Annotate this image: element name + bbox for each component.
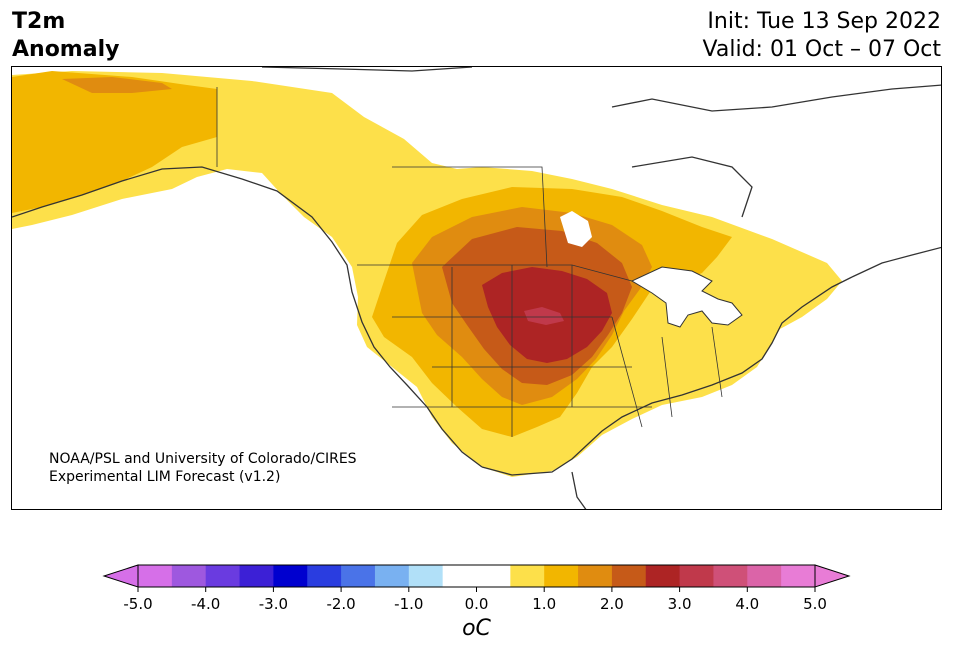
colorbar-segment xyxy=(611,565,647,587)
colorbar-tick-label: -1.0 xyxy=(394,595,423,613)
colorbar-segment xyxy=(442,565,477,587)
central-crimson-contour xyxy=(524,307,564,325)
great-lakes xyxy=(630,266,743,328)
colorbar-segment xyxy=(544,565,579,587)
init-date: Init: Tue 13 Sep 2022 xyxy=(707,9,941,34)
colorbar-tick-label: 2.0 xyxy=(600,595,624,613)
colorbar-over-arrow xyxy=(814,564,851,588)
colorbar-segment xyxy=(171,565,207,587)
map-panel: NOAA/PSL and University of Colorado/CIRE… xyxy=(11,66,942,510)
credit-line-1: NOAA/PSL and University of Colorado/CIRE… xyxy=(49,451,357,467)
credit-line-2: Experimental LIM Forecast (v1.2) xyxy=(49,469,281,485)
hudson-bay-gap xyxy=(560,211,592,247)
unit-label: o xyxy=(462,616,476,641)
colorbar-segment xyxy=(476,565,511,587)
colorbar-segment xyxy=(374,565,410,587)
colorbar-segment xyxy=(341,565,376,587)
title-variable: T2m xyxy=(12,9,66,34)
colorbar-unit: oC xyxy=(462,616,491,641)
colorbar-segment xyxy=(138,565,173,587)
colorbar-segment xyxy=(781,565,816,587)
colorbar-segment xyxy=(408,565,444,587)
colorbar-segment xyxy=(645,565,681,587)
colorbar-tick-label: -2.0 xyxy=(326,595,355,613)
map-title: T2m Anomaly xyxy=(12,8,119,64)
colorbar-segment xyxy=(307,565,342,587)
colorbar-segment xyxy=(510,565,545,587)
colorbar-segment xyxy=(273,565,308,587)
colorbar-segment xyxy=(578,565,613,587)
colorbar-tick-label: 0.0 xyxy=(465,595,489,613)
colorbar-tick-label: 1.0 xyxy=(532,595,556,613)
colorbar-tick-label: -5.0 xyxy=(123,595,152,613)
data-credit: NOAA/PSL and University of Colorado/CIRE… xyxy=(49,450,357,486)
colorbar-segment xyxy=(747,565,782,587)
colorbar-scale: -5.0 -4.0 -3.0 -2.0 -1.0 0.0 1.0 2.0 3.0 4.0 5.0 xyxy=(102,564,851,613)
colorbar-segment xyxy=(713,565,748,587)
colorbar-tick-label: 3.0 xyxy=(668,595,692,613)
colorbar: -5.0 -4.0 -3.0 -2.0 -1.0 0.0 1.0 2.0 3.0 4.0 5.0 xyxy=(0,560,953,650)
alaska-gold-contour xyxy=(12,71,217,213)
colorbar-tick-label: 4.0 xyxy=(735,595,759,613)
political-borders xyxy=(216,87,723,437)
anomaly-map xyxy=(12,67,941,509)
colorbar-segment xyxy=(205,565,241,587)
colorbar-segment xyxy=(679,565,714,587)
valid-date: Valid: 01 Oct – 07 Oct xyxy=(702,37,941,62)
title-type: Anomaly xyxy=(12,37,120,62)
forecast-dates: Init: Tue 13 Sep 2022 Valid: 01 Oct – 07… xyxy=(703,8,941,64)
colorbar-tick-label: -3.0 xyxy=(259,595,288,613)
coastlines xyxy=(12,67,941,509)
colorbar-tick-label: -4.0 xyxy=(191,595,220,613)
colorbar-segment xyxy=(239,565,274,587)
colorbar-under-arrow xyxy=(102,564,139,588)
alaska-orange-contour xyxy=(62,77,172,93)
colorbar-tick-label: 5.0 xyxy=(803,595,827,613)
